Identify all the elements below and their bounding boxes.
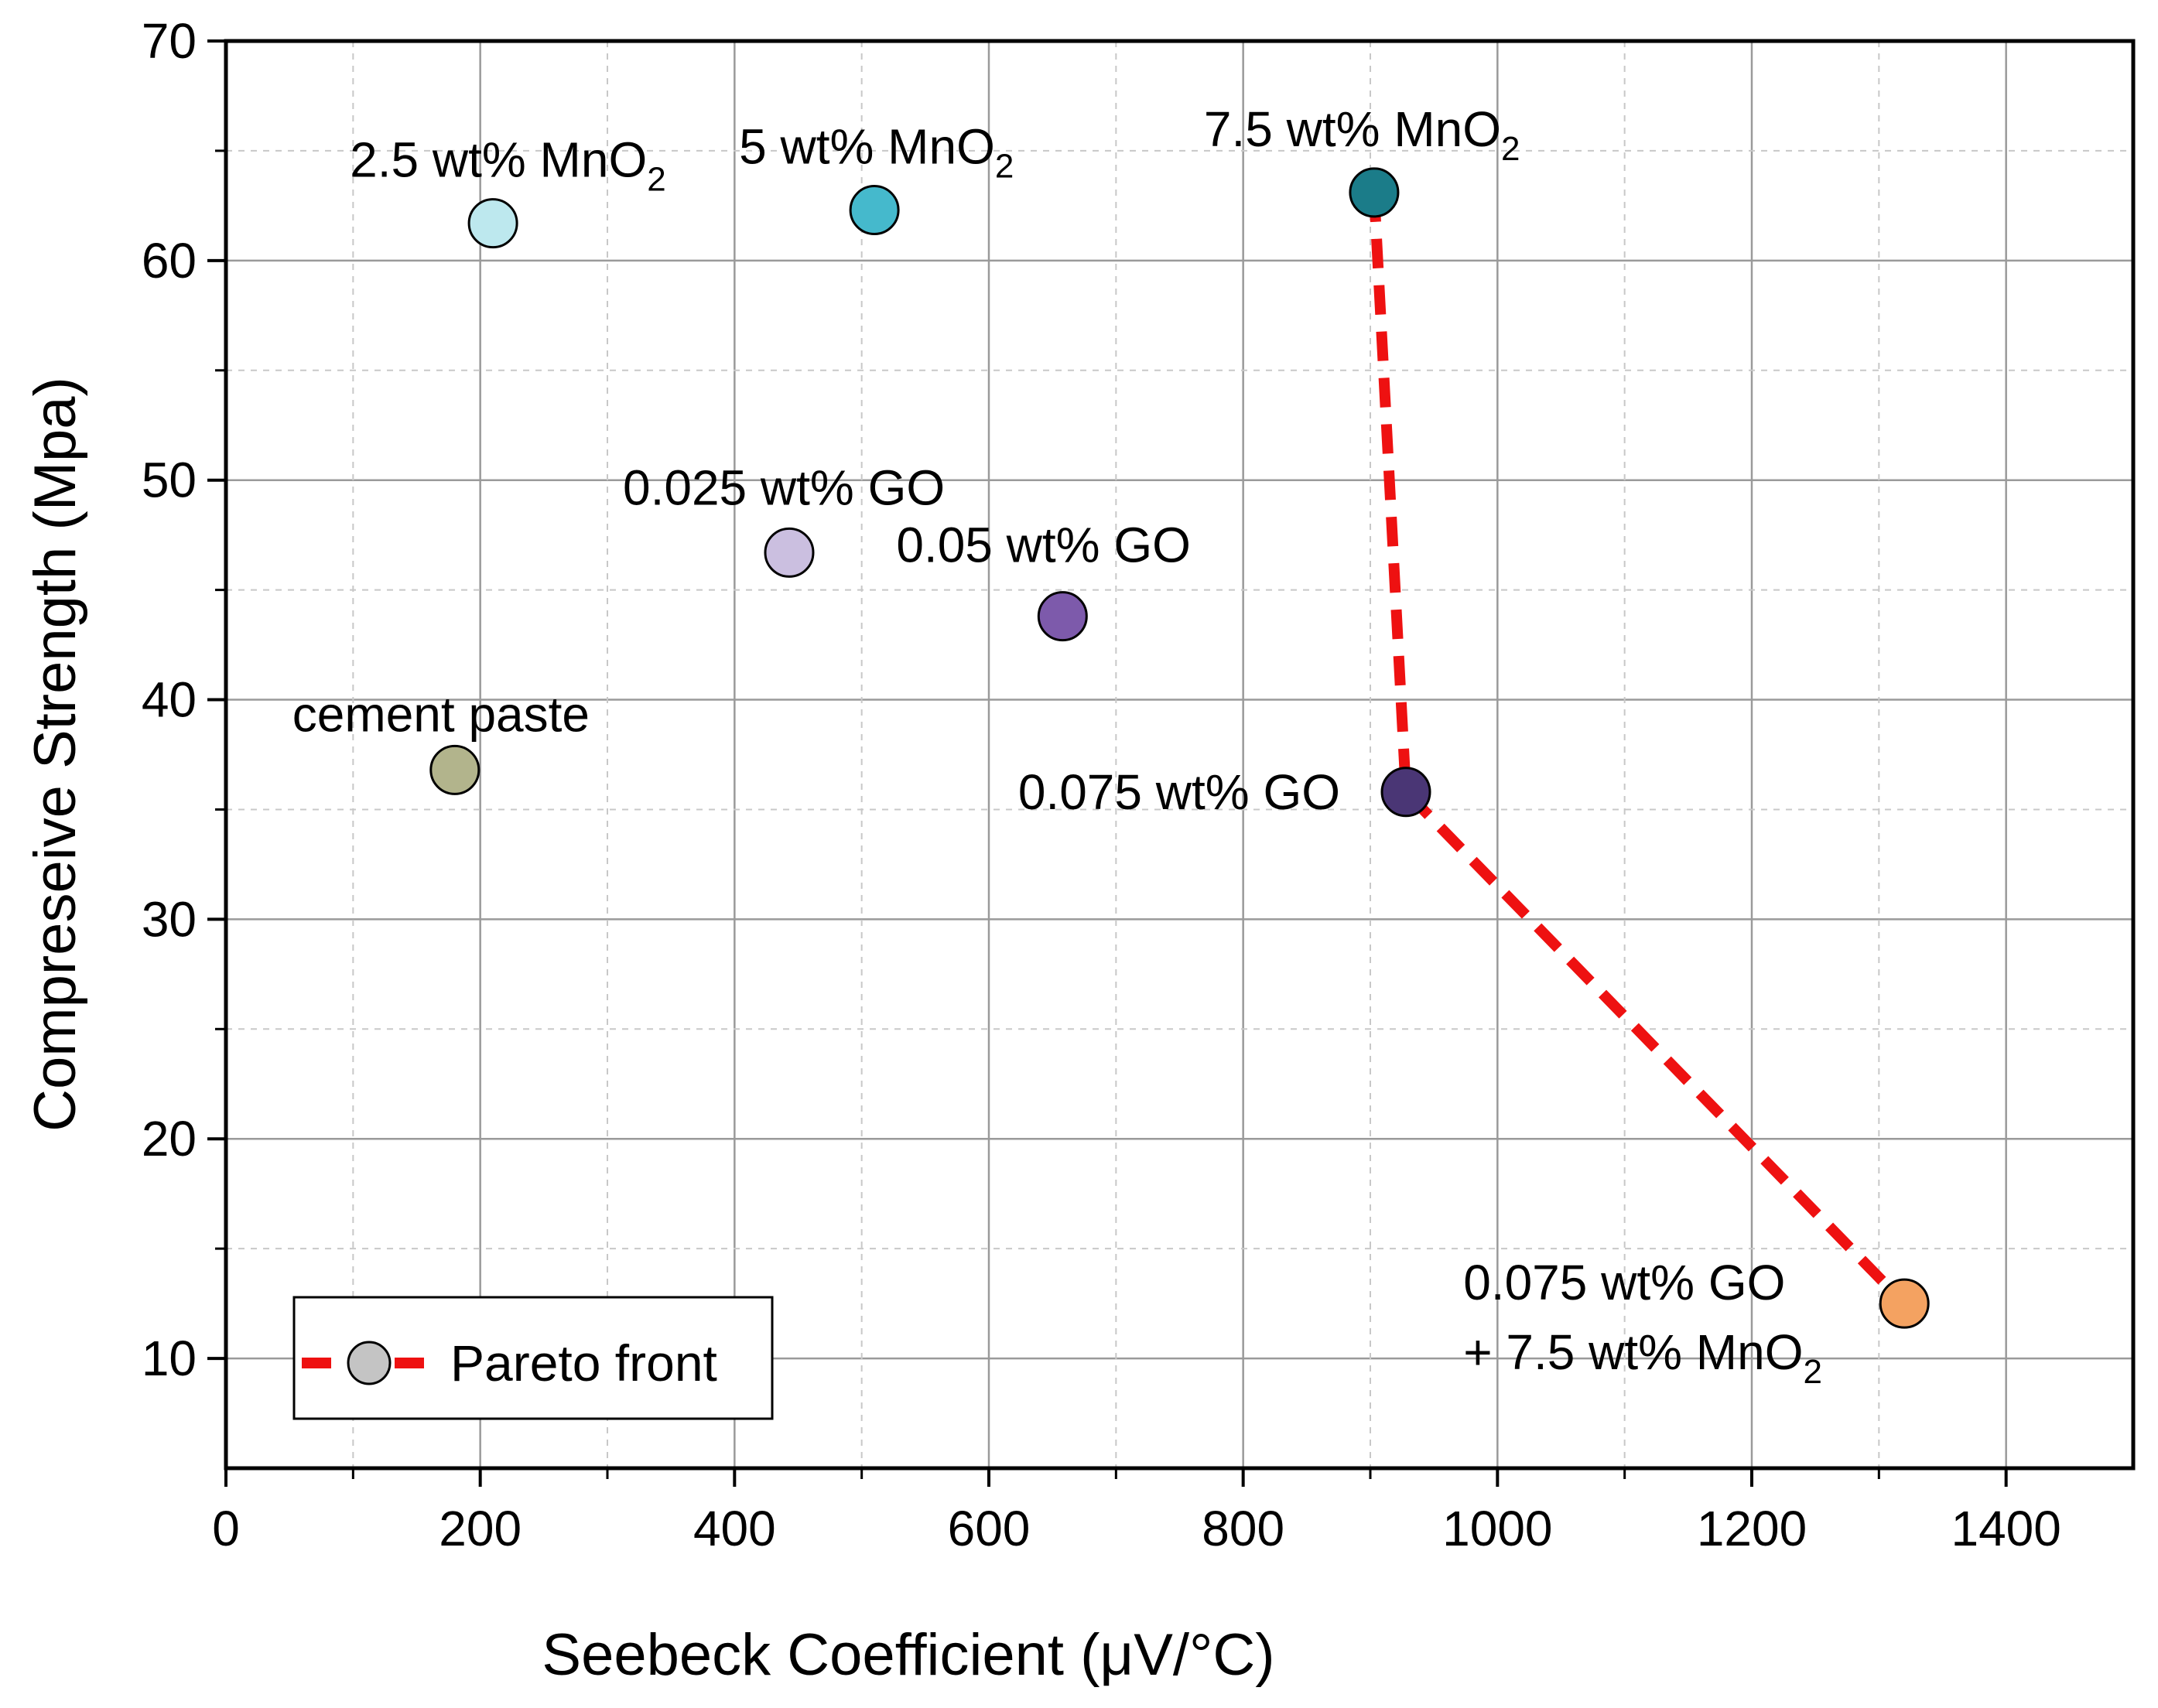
point-label-5: 0.05 wt% GO: [896, 518, 1191, 573]
axis-ticks: 0 200 400 600 800 1000 1200 1400 10 20 30 40 50 60 70: [142, 13, 2061, 1556]
x-tick-label: 800: [1202, 1501, 1284, 1556]
x-axis-label: Seebeck Coefficient (μV/°C): [542, 1622, 1274, 1688]
x-tick-label: 600: [948, 1501, 1031, 1556]
legend-label-pareto-front: Pareto front: [450, 1334, 717, 1392]
y-tick-label: 40: [142, 672, 197, 728]
y-tick-label: 30: [142, 891, 197, 947]
x-tick-label: 1000: [1442, 1501, 1552, 1556]
data-point-2: [849, 185, 900, 236]
plot-frame: [224, 39, 2136, 1471]
y-tick-label: 60: [142, 233, 197, 289]
point-label-2: 5 wt% MnO2: [739, 119, 1014, 186]
data-point-4: [764, 527, 815, 578]
data-point-0: [429, 744, 481, 795]
x-tick-label: 400: [693, 1501, 776, 1556]
point-label-1: 2.5 wt% MnO2: [350, 132, 666, 199]
y-axis-label: Compreseive Strength (Mpa): [22, 377, 88, 1132]
data-point-7: [1879, 1278, 1930, 1329]
point-labels: cement paste 2.5 wt% MnO2 5 wt% MnO2 7.5 wt…: [292, 101, 1822, 1391]
data-point-5: [1037, 591, 1088, 642]
data-point-6: [1380, 767, 1431, 818]
x-tick-label: 1200: [1697, 1501, 1807, 1556]
y-tick-label: 10: [142, 1331, 197, 1386]
x-tick-label: 200: [439, 1501, 522, 1556]
pareto-front-line: [1368, 192, 1909, 1307]
data-point-3: [1349, 167, 1400, 218]
point-label-3: 7.5 wt% MnO2: [1204, 101, 1520, 168]
legend-marker-swatch: [347, 1341, 392, 1385]
point-label-7: 0.075 wt% GO: [1463, 1255, 1785, 1310]
pareto-front-path: [1368, 192, 1909, 1307]
point-label-6: 0.075 wt% GO: [1018, 764, 1340, 820]
y-tick-label: 20: [142, 1111, 197, 1167]
point-label-7-line2: + 7.5 wt% MnO2: [1463, 1324, 1822, 1391]
grid: [224, 39, 2133, 1468]
point-label-4: 0.025 wt% GO: [623, 459, 945, 515]
x-tick-label: 1400: [1951, 1501, 2061, 1556]
legend: Pareto front: [292, 1296, 774, 1420]
y-tick-label: 70: [142, 13, 197, 69]
data-points: [429, 167, 1930, 1329]
x-tick-label: 0: [212, 1501, 240, 1556]
point-label-0: cement paste: [292, 686, 590, 742]
y-tick-label: 50: [142, 453, 197, 508]
data-point-1: [467, 198, 518, 249]
